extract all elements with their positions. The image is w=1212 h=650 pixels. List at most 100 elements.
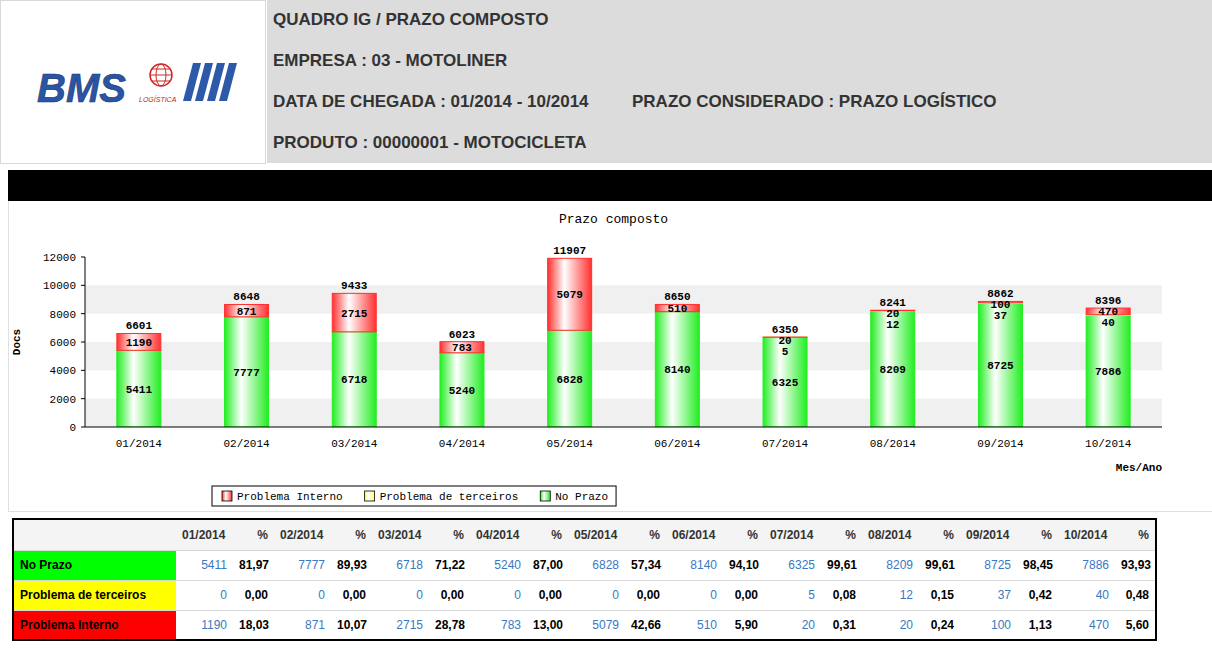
percent-cell: 57,34 — [625, 550, 666, 580]
percent-cell: 0,24 — [919, 610, 960, 640]
count-cell[interactable]: 37 — [960, 580, 1017, 610]
bar-label: 871 — [237, 306, 257, 318]
total-label: 6023 — [449, 329, 476, 341]
header-cell: 08/2014 — [862, 519, 919, 550]
x-label: Mes/Ano — [1116, 462, 1163, 474]
count-cell[interactable]: 0 — [372, 580, 429, 610]
count-cell[interactable]: 5079 — [568, 610, 625, 640]
header-cell: % — [919, 519, 960, 550]
count-cell[interactable]: 6828 — [568, 550, 625, 580]
count-cell[interactable]: 1190 — [176, 610, 233, 640]
header-cell: % — [723, 519, 764, 550]
bar-label: 8209 — [880, 364, 906, 376]
table-row: Problema de terceiros00,0000,0000,0000,0… — [13, 580, 1156, 610]
total-label: 8648 — [233, 291, 260, 303]
bar-label: 510 — [667, 303, 687, 315]
bar-segment — [332, 332, 376, 427]
logo-box: BMSLOGÍSTICA — [0, 0, 266, 164]
header-cell: 10/2014 — [1058, 519, 1115, 550]
header-cell: % — [1115, 519, 1156, 550]
count-cell[interactable]: 8209 — [862, 550, 919, 580]
percent-cell: 87,00 — [527, 550, 568, 580]
y-tick-label: 4000 — [50, 365, 76, 377]
logo-stripe — [219, 63, 237, 101]
x-tick-label: 02/2014 — [223, 438, 270, 450]
count-cell[interactable]: 20 — [862, 610, 919, 640]
count-cell[interactable]: 8725 — [960, 550, 1017, 580]
bar-label: 5240 — [449, 385, 475, 397]
bar-label: 37 — [994, 310, 1007, 322]
bar-label: 2715 — [341, 308, 368, 320]
bar-segment — [1086, 315, 1130, 427]
bar-label: 5411 — [126, 384, 153, 396]
bar-segment — [440, 353, 484, 427]
count-cell[interactable]: 0 — [568, 580, 625, 610]
percent-cell: 71,22 — [429, 550, 470, 580]
row-label: Problema de terceiros — [13, 580, 176, 610]
bar-label: 6718 — [341, 374, 368, 386]
count-cell[interactable]: 783 — [470, 610, 527, 640]
legend: Problema InternoProblema de terceirosNo … — [212, 486, 616, 506]
count-cell[interactable]: 871 — [274, 610, 331, 640]
header-cell: % — [821, 519, 862, 550]
count-cell[interactable]: 0 — [274, 580, 331, 610]
header-cell: 04/2014 — [470, 519, 527, 550]
percent-cell: 0,00 — [527, 580, 568, 610]
legend-swatch — [222, 491, 232, 501]
header-arrival-date: DATA DE CHEGADA : 01/2014 - 10/2014 — [273, 92, 589, 112]
header-cell: % — [429, 519, 470, 550]
separator-bar — [8, 170, 1212, 201]
percent-cell: 28,78 — [429, 610, 470, 640]
count-cell[interactable]: 2715 — [372, 610, 429, 640]
y-tick — [81, 257, 85, 258]
data-table: 01/2014%02/2014%03/2014%04/2014%05/2014%… — [12, 518, 1157, 641]
bar-segment — [763, 337, 807, 427]
percent-cell: 99,61 — [821, 550, 862, 580]
bar-segment — [548, 330, 592, 427]
count-cell[interactable]: 5240 — [470, 550, 527, 580]
percent-cell: 42,66 — [625, 610, 666, 640]
table-row: Problema Interno119018,0387110,07271528,… — [13, 610, 1156, 640]
total-label: 9433 — [341, 280, 368, 292]
percent-cell: 10,07 — [331, 610, 372, 640]
bar-segment — [548, 258, 592, 330]
legend-label: Problema Interno — [237, 491, 343, 503]
count-cell[interactable]: 8140 — [666, 550, 723, 580]
percent-cell: 0,00 — [429, 580, 470, 610]
count-cell[interactable]: 5 — [764, 580, 821, 610]
percent-cell: 18,03 — [233, 610, 274, 640]
percent-cell: 0,00 — [625, 580, 666, 610]
count-cell[interactable]: 6325 — [764, 550, 821, 580]
count-cell[interactable]: 0 — [470, 580, 527, 610]
header-cell: 02/2014 — [274, 519, 331, 550]
percent-cell: 0,42 — [1017, 580, 1058, 610]
count-cell[interactable]: 6718 — [372, 550, 429, 580]
x-axis — [85, 427, 1162, 428]
bar-segment — [978, 303, 1022, 427]
count-cell[interactable]: 0 — [176, 580, 233, 610]
bar-segment — [117, 333, 161, 350]
bar-label: 783 — [452, 342, 472, 354]
count-cell[interactable]: 7777 — [274, 550, 331, 580]
count-cell[interactable]: 5411 — [176, 550, 233, 580]
x-tick-label: 08/2014 — [870, 438, 917, 450]
percent-cell: 0,00 — [331, 580, 372, 610]
logo-subtitle: LOGÍSTICA — [139, 95, 177, 103]
y-tick-label: 2000 — [50, 394, 76, 406]
count-cell[interactable]: 510 — [666, 610, 723, 640]
bar-label: 5079 — [556, 289, 582, 301]
count-cell[interactable]: 40 — [1058, 580, 1115, 610]
y-tick-label: 12000 — [43, 252, 76, 264]
count-cell[interactable]: 0 — [666, 580, 723, 610]
count-cell[interactable]: 20 — [764, 610, 821, 640]
count-cell[interactable]: 470 — [1058, 610, 1115, 640]
bar-segment — [655, 312, 699, 427]
x-tick-label: 09/2014 — [977, 438, 1024, 450]
count-cell[interactable]: 12 — [862, 580, 919, 610]
bar-segment — [332, 293, 376, 331]
legend-swatch — [365, 491, 375, 501]
count-cell[interactable]: 7886 — [1058, 550, 1115, 580]
header-cell: % — [233, 519, 274, 550]
logo-globe — [152, 81, 170, 82]
count-cell[interactable]: 100 — [960, 610, 1017, 640]
